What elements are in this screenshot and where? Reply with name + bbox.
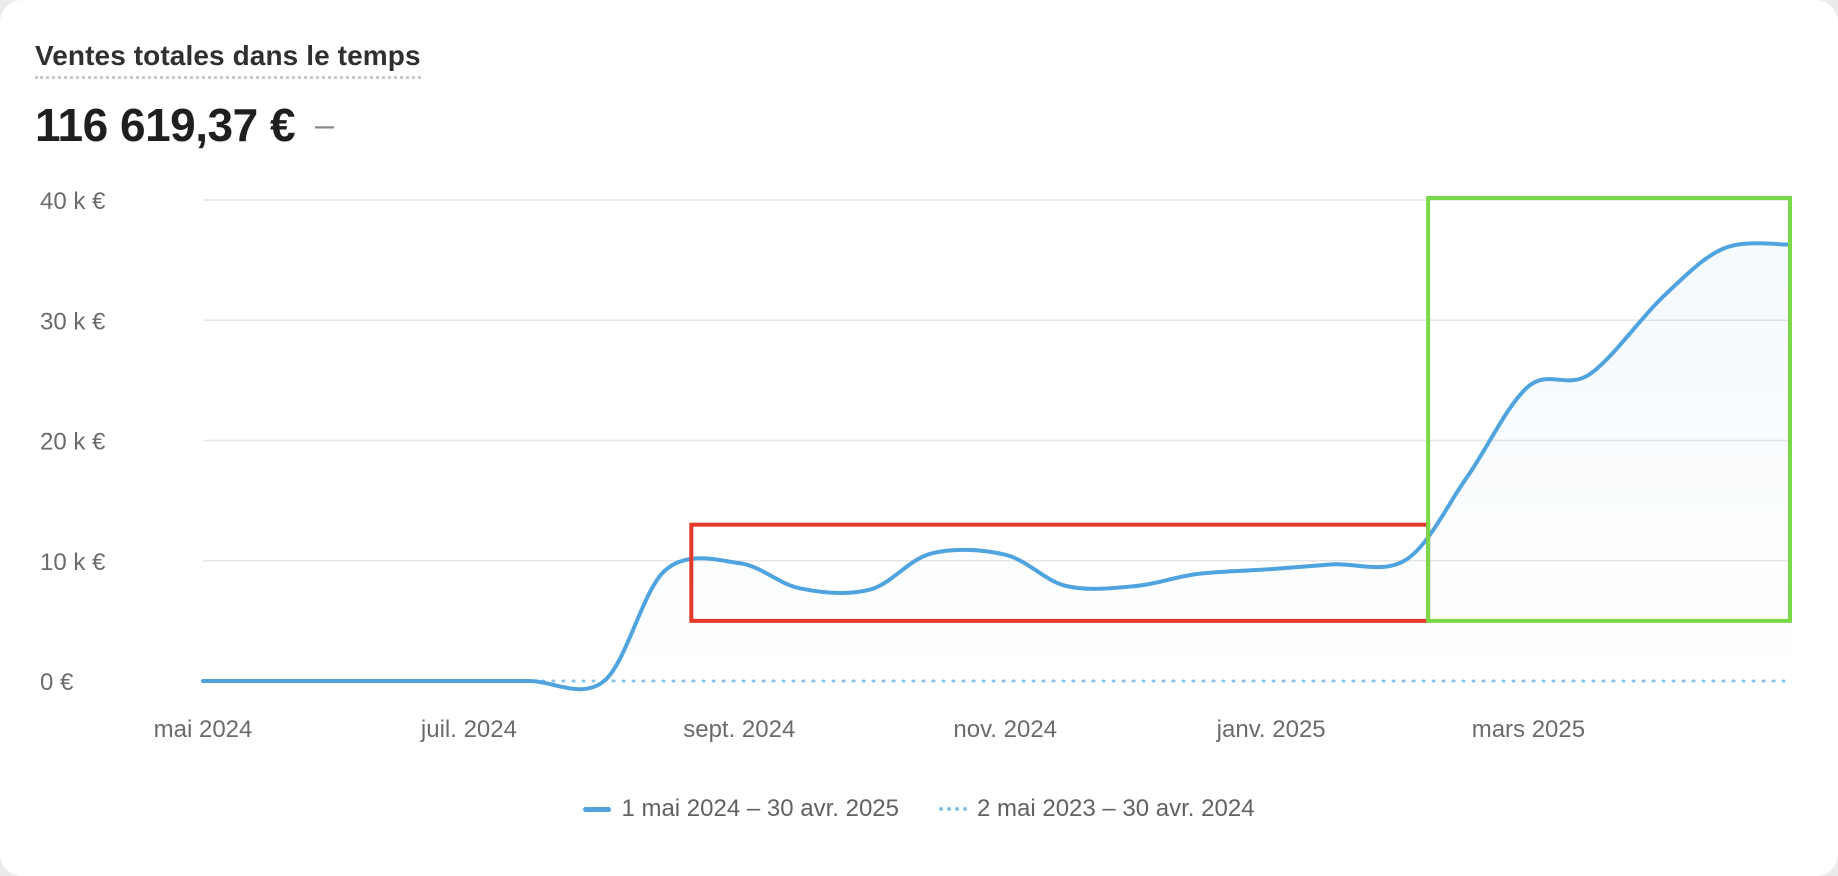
legend-swatch-dotted bbox=[939, 807, 967, 811]
card-title[interactable]: Ventes totales dans le temps bbox=[35, 40, 421, 79]
x-tick-label: janv. 2025 bbox=[1216, 716, 1326, 743]
y-tick-label: 20 k € bbox=[40, 429, 106, 456]
x-tick-label: mars 2025 bbox=[1472, 716, 1585, 743]
y-axis-labels: 0 € 10 k € 20 k € 30 k € 40 k € bbox=[40, 188, 106, 696]
x-tick-label: sept. 2024 bbox=[683, 716, 795, 743]
x-tick-label: nov. 2024 bbox=[953, 716, 1057, 743]
series-layer bbox=[201, 241, 1792, 692]
legend-label-previous: 2 mai 2023 – 30 avr. 2024 bbox=[977, 795, 1255, 822]
chart-legend: 1 mai 2024 – 30 avr. 2025 2 mai 2023 – 3… bbox=[0, 795, 1838, 823]
sales-line-chart[interactable]: 0 € 10 k € 20 k € 30 k € 40 k € mai 2024 juil… bbox=[0, 0, 1838, 780]
total-sales-value: 116 619,37 € bbox=[35, 99, 296, 151]
legend-item-current[interactable]: 1 mai 2024 – 30 avr. 2025 bbox=[583, 795, 899, 823]
annotation-layer bbox=[689, 196, 1793, 623]
x-axis-labels: mai 2024 juil. 2024 sept. 2024 nov. 2024 jan… bbox=[154, 716, 1585, 743]
x-tick-label: mai 2024 bbox=[154, 716, 253, 743]
series-area-current bbox=[203, 243, 1790, 690]
comparison-indicator: – bbox=[315, 105, 334, 144]
legend-swatch-solid bbox=[583, 806, 612, 812]
series-line-current[interactable] bbox=[201, 241, 1792, 692]
y-tick-label: 0 € bbox=[40, 669, 74, 696]
legend-label-current: 1 mai 2024 – 30 avr. 2025 bbox=[621, 795, 899, 822]
annotation-box-green bbox=[1426, 196, 1793, 623]
y-tick-label: 30 k € bbox=[40, 308, 106, 335]
x-tick-label: juil. 2024 bbox=[420, 716, 517, 743]
metric-row: 116 619,37 € – bbox=[35, 98, 334, 152]
legend-item-previous[interactable]: 2 mai 2023 – 30 avr. 2024 bbox=[939, 795, 1255, 823]
y-tick-label: 10 k € bbox=[40, 549, 106, 576]
y-tick-label: 40 k € bbox=[40, 188, 106, 215]
